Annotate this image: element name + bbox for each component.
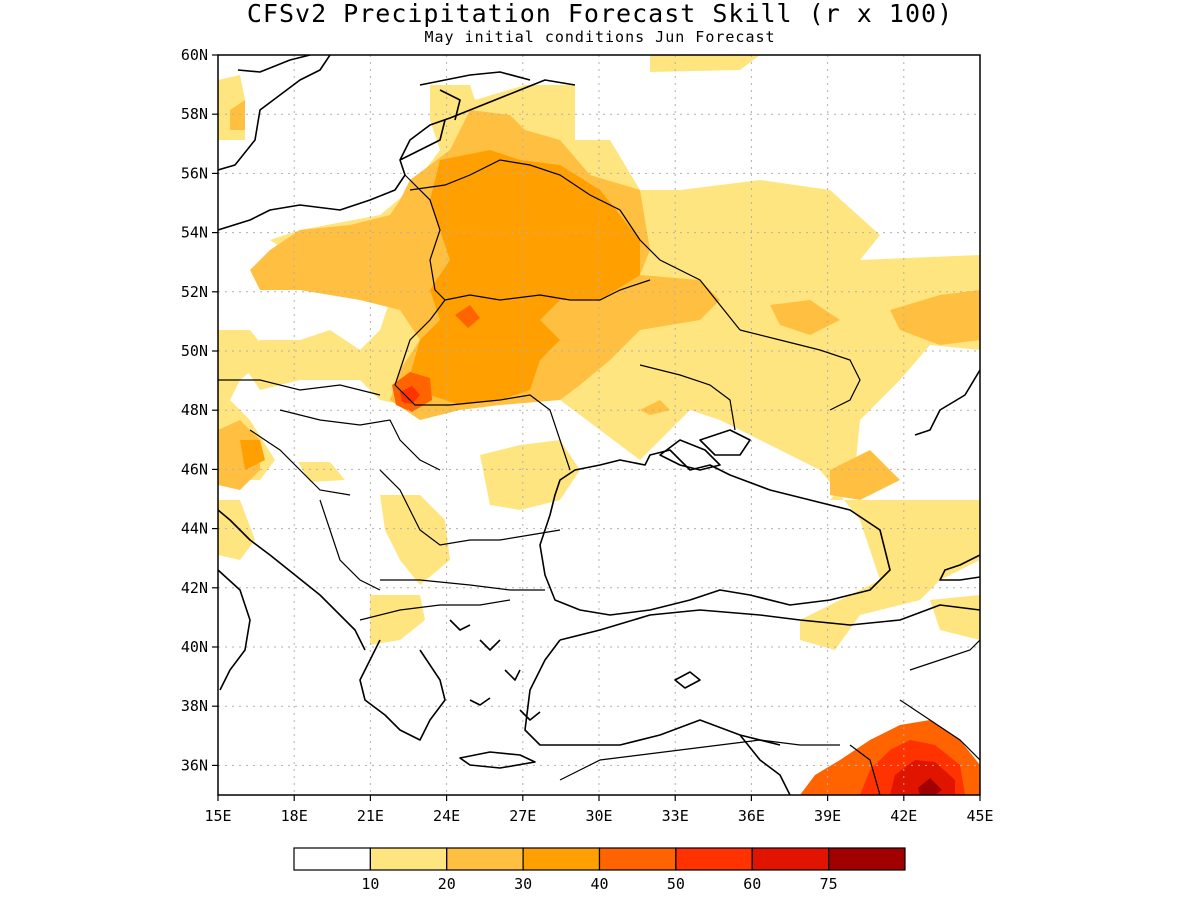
x-tick-label: 18E	[281, 807, 308, 825]
colorbar-label: 20	[438, 875, 456, 893]
y-axis-ticks: 36N 38N 40N 42N 44N 46N 48N 50N 52N 54N 56N 58N 60N	[181, 46, 218, 774]
colorbar-swatch	[751, 847, 830, 871]
colorbar-label: 10	[361, 875, 379, 893]
colorbar-label: 50	[667, 875, 685, 893]
colorbar-label: 75	[820, 875, 838, 893]
colorbar-swatch	[598, 847, 677, 871]
x-tick-label: 42E	[890, 807, 917, 825]
y-tick-label: 54N	[181, 224, 208, 242]
shade-75-plus	[918, 778, 942, 795]
y-tick-label: 56N	[181, 164, 208, 182]
colorbar-swatch	[369, 847, 448, 871]
country-borders	[218, 159, 980, 795]
shade-60-75	[890, 760, 955, 795]
chart-title: CFSv2 Precipitation Forecast Skill (r x …	[246, 0, 954, 28]
shade-30-40	[240, 150, 640, 470]
x-tick-label: 15E	[204, 807, 231, 825]
y-tick-label: 50N	[181, 342, 208, 360]
x-tick-label: 39E	[814, 807, 841, 825]
colorbar-label: 30	[514, 875, 532, 893]
y-tick-label: 48N	[181, 401, 208, 419]
colorbar: 10 20 30 40 50 60 75	[293, 847, 906, 893]
y-tick-label: 40N	[181, 638, 208, 656]
colorbar-label: 40	[590, 875, 608, 893]
x-tick-label: 21E	[357, 807, 384, 825]
y-tick-label: 58N	[181, 105, 208, 123]
x-tick-label: 45E	[966, 807, 993, 825]
chart-subtitle: May initial conditions Jun Forecast	[424, 28, 776, 46]
colorbar-swatch	[675, 847, 753, 871]
x-tick-label: 33E	[662, 807, 689, 825]
y-tick-label: 52N	[181, 283, 208, 301]
y-tick-label: 42N	[181, 579, 208, 597]
y-tick-label: 36N	[181, 756, 208, 774]
x-tick-label: 36E	[738, 807, 765, 825]
y-tick-label: 38N	[181, 697, 208, 715]
skill-shading	[218, 55, 980, 795]
y-tick-label: 44N	[181, 520, 208, 538]
y-tick-label: 46N	[181, 460, 208, 478]
x-tick-label: 24E	[433, 807, 460, 825]
y-tick-label: 60N	[181, 46, 208, 64]
x-tick-label: 30E	[585, 807, 612, 825]
colorbar-label: 60	[743, 875, 761, 893]
colorbar-swatch	[293, 847, 371, 871]
coastlines-borders	[218, 55, 980, 795]
colorbar-swatch	[522, 847, 601, 871]
colorbar-swatch	[446, 847, 524, 871]
colorbar-swatch	[828, 847, 906, 871]
x-tick-label: 27E	[509, 807, 536, 825]
x-axis-ticks: 15E 18E 21E 24E 27E 30E 33E 36E 39E 42E 45E	[204, 795, 994, 825]
gridlines	[218, 55, 980, 795]
